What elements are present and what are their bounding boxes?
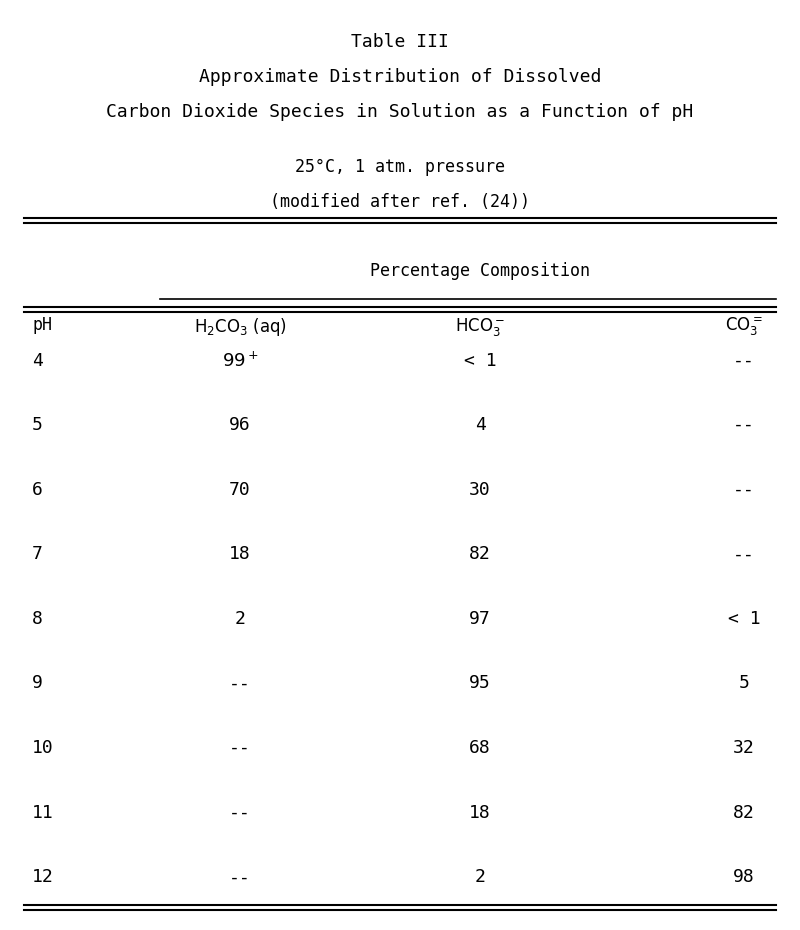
Text: < 1: < 1 [728,610,760,628]
Text: 95: 95 [469,674,491,693]
Text: 82: 82 [733,804,755,822]
Text: 11: 11 [32,804,54,822]
Text: 2: 2 [234,610,246,628]
Text: $\mathrm{HCO_3^-}$: $\mathrm{HCO_3^-}$ [455,316,505,339]
Text: $\mathrm{H_2CO_3}$ (aq): $\mathrm{H_2CO_3}$ (aq) [194,316,286,339]
Text: 96: 96 [229,416,251,434]
Text: 4: 4 [474,416,486,434]
Text: Carbon Dioxide Species in Solution as a Function of pH: Carbon Dioxide Species in Solution as a … [106,103,694,121]
Text: (modified after ref. (24)): (modified after ref. (24)) [270,193,530,210]
Text: 6: 6 [32,481,43,498]
Text: $\mathrm{CO_3^{=}}$: $\mathrm{CO_3^{=}}$ [725,316,763,339]
Text: --: -- [733,545,755,564]
Text: --: -- [733,481,755,498]
Text: 18: 18 [229,545,251,564]
Text: 30: 30 [469,481,491,498]
Text: 10: 10 [32,739,54,757]
Text: 82: 82 [469,545,491,564]
Text: 8: 8 [32,610,43,628]
Text: Table III: Table III [351,33,449,50]
Text: 9: 9 [32,674,43,693]
Text: $99^+$: $99^+$ [222,351,258,370]
Text: 5: 5 [738,674,750,693]
Text: --: -- [733,352,755,369]
Text: 97: 97 [469,610,491,628]
Text: --: -- [229,804,251,822]
Text: --: -- [229,674,251,693]
Text: 12: 12 [32,869,54,886]
Text: pH: pH [32,316,52,334]
Text: 70: 70 [229,481,251,498]
Text: 98: 98 [733,869,755,886]
Text: 5: 5 [32,416,43,434]
Text: --: -- [229,869,251,886]
Text: Approximate Distribution of Dissolved: Approximate Distribution of Dissolved [199,68,601,86]
Text: 32: 32 [733,739,755,757]
Text: Percentage Composition: Percentage Composition [370,262,590,280]
Text: 18: 18 [469,804,491,822]
Text: --: -- [229,739,251,757]
Text: 7: 7 [32,545,43,564]
Text: --: -- [733,416,755,434]
Text: 68: 68 [469,739,491,757]
Text: < 1: < 1 [464,352,496,369]
Text: 2: 2 [474,869,486,886]
Text: 25°C, 1 atm. pressure: 25°C, 1 atm. pressure [295,158,505,176]
Text: 4: 4 [32,352,43,369]
